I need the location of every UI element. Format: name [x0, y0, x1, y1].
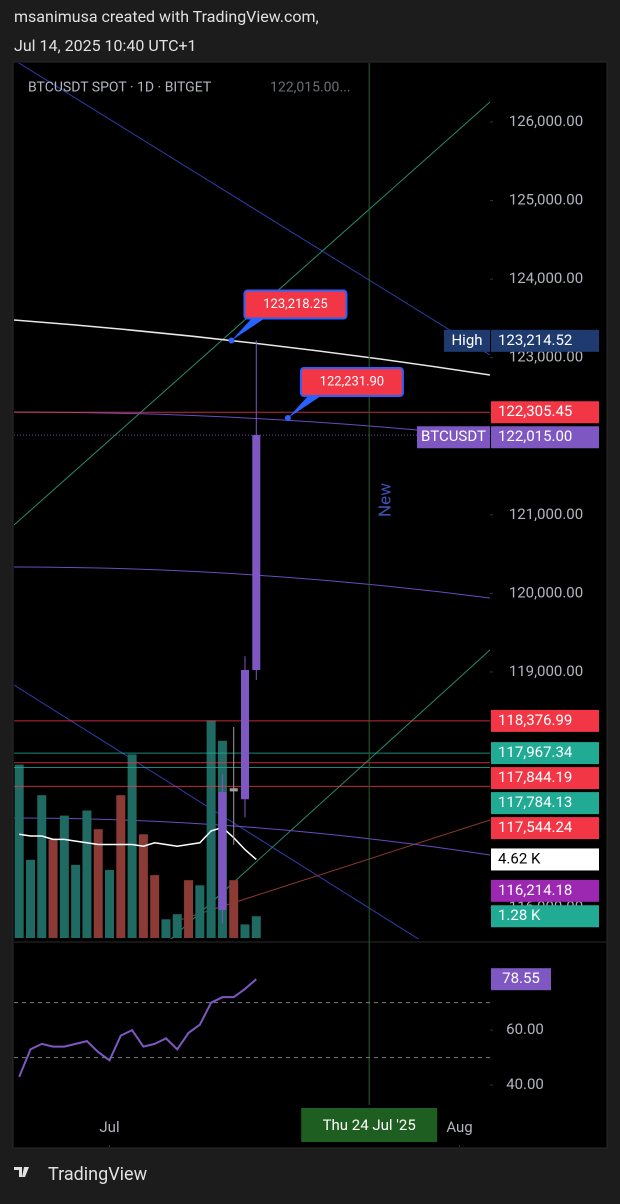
price-label: 122,015.00 [498, 427, 572, 445]
callout-box [243, 289, 348, 320]
callout-label: 123,218.25 [263, 297, 327, 312]
price-label: 1.28 K [498, 906, 541, 924]
legend-price: 122,015.00... [270, 80, 350, 96]
volume-bar [195, 885, 205, 938]
curve [14, 817, 490, 856]
price-label: 122,305.45 [498, 402, 572, 420]
volume-bar [251, 916, 261, 938]
volume-bar [59, 815, 69, 938]
volume-bar [240, 924, 250, 938]
rsi-tick-label: 40.00 [506, 1075, 544, 1093]
price-label-box [491, 792, 599, 815]
y-tick-label: 124,000.00 [509, 269, 583, 287]
volume-bar [150, 875, 160, 938]
rsi-label: 78.55 [502, 969, 540, 987]
price-label: 117,844.19 [498, 768, 572, 786]
candle-body [252, 435, 261, 670]
x-tick-label: Aug [446, 1118, 472, 1136]
volume-bar [138, 834, 148, 938]
volume-bar [229, 880, 239, 938]
rsi-label-box [491, 968, 551, 991]
price-tag: High [451, 331, 482, 349]
y-tick-label: 119,000.00 [509, 662, 583, 680]
price-label: 116,214.18 [498, 881, 572, 899]
volume-bar [25, 859, 35, 938]
price-label: 118,376.99 [498, 711, 572, 729]
price-label-box [491, 742, 599, 765]
footer-text: TradingView [48, 1164, 148, 1185]
price-label-box [491, 879, 599, 902]
y-tick-label: 123,000.00 [509, 348, 583, 366]
callout-pointer [287, 394, 324, 419]
trend-line [14, 684, 420, 939]
date-line: Jul 14, 2025 10:40 UTC+1 [14, 36, 197, 55]
price-tag-box [444, 329, 490, 352]
curve [14, 319, 490, 376]
price-label: 123,214.52 [498, 331, 572, 349]
x-tick-label: Jul [99, 1118, 119, 1136]
volume-bar [206, 720, 216, 938]
callout-pointer [231, 316, 268, 341]
price-label-box [491, 905, 599, 928]
callout-label: 122,231.90 [320, 374, 384, 389]
price-label: 117,544.24 [498, 818, 573, 836]
y-tick-label: 126,000.00 [509, 112, 583, 130]
volume-bar [172, 914, 182, 938]
volume-bar [93, 829, 103, 938]
rsi-line [18, 978, 257, 1078]
candle-body [241, 669, 249, 800]
rsi-tick-label: 60.00 [506, 1020, 544, 1038]
author-line: msanimusa created with TradingView.com, [14, 7, 319, 26]
price-label-box [491, 848, 599, 871]
trend-line [17, 63, 490, 356]
volume-bar [71, 864, 81, 938]
price-label-box [491, 709, 599, 732]
y-tick-label: 125,000.00 [509, 191, 583, 209]
crosshair-label: Thu 24 Jul '25 [323, 1116, 416, 1134]
candle-body [218, 791, 227, 910]
price-label-box [491, 817, 599, 840]
volume-bar [161, 919, 171, 938]
volume-ma [19, 826, 257, 861]
price-pane [14, 340, 490, 938]
legend-title: BTCUSDT SPOT · 1D · BITGET [28, 80, 212, 96]
volume-bar [48, 839, 58, 938]
rsi-pane [18, 978, 257, 1078]
callout-box [299, 367, 404, 398]
volume-bar [37, 795, 47, 938]
price-label: 117,967.34 [498, 743, 573, 761]
curve [14, 566, 490, 599]
candle-body [229, 788, 238, 792]
callout-point [284, 415, 291, 422]
crosshair-label-box [301, 1108, 438, 1142]
callout-point [228, 337, 235, 344]
price-tag-box [417, 426, 490, 449]
y-tick-label: 120,000.00 [509, 583, 583, 601]
volume-bar [184, 880, 194, 938]
volume-bar [127, 754, 137, 938]
price-label: 4.62 K [498, 849, 541, 867]
y-tick-label: 121,000.00 [509, 505, 583, 523]
volume-bar [105, 870, 115, 938]
logo [14, 1167, 29, 1177]
annotation: New [376, 483, 396, 517]
volume-bar [82, 810, 92, 938]
volume-bar [14, 764, 24, 938]
price-label: 117,784.13 [498, 793, 572, 811]
volume-bar [116, 795, 126, 938]
price-label-box [491, 767, 599, 790]
price-label-box [491, 329, 599, 352]
price-label-box [491, 401, 599, 424]
price-label-box [491, 426, 599, 449]
price-tag: BTCUSDT [421, 427, 486, 445]
